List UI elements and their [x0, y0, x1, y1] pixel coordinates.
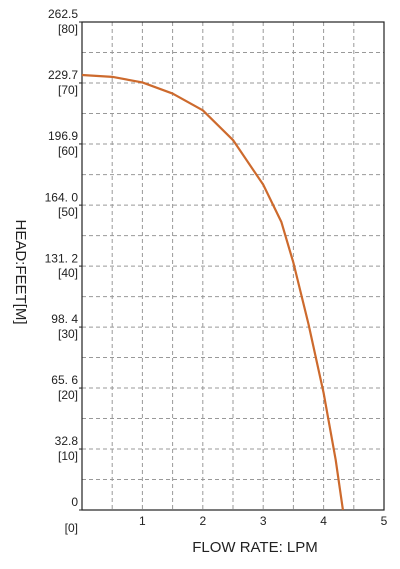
y-tick-label: 164. 0 [45, 190, 79, 204]
x-axis-label: FLOW RATE: LPM [192, 539, 318, 556]
y2-tick-label: [20] [58, 388, 78, 402]
y2-tick-label: [80] [58, 22, 78, 36]
y-axis-label: HEAD:FEET[M] [12, 219, 29, 324]
x-tick-label: 5 [381, 514, 388, 528]
y-tick-label: 131. 2 [45, 251, 79, 265]
y-tick-label: 262.5 [48, 7, 78, 21]
y-tick-label: 196.9 [48, 129, 78, 143]
y-tick-label: 98. 4 [51, 312, 78, 326]
x-tick-label: 1 [139, 514, 146, 528]
y-tick-label: 0 [71, 495, 78, 509]
y2-tick-label: [50] [58, 205, 78, 219]
y2-tick-label: [60] [58, 144, 78, 158]
y2-tick-label: [0] [65, 521, 78, 535]
x-tick-label: 4 [320, 514, 327, 528]
x-tick-label: 2 [199, 514, 206, 528]
y-tick-label: 229.7 [48, 68, 78, 82]
y2-tick-label: [40] [58, 266, 78, 280]
y2-tick-label: [70] [58, 83, 78, 97]
x-tick-label: 3 [260, 514, 267, 528]
y2-tick-label: [30] [58, 327, 78, 341]
pump-curve [81, 73, 345, 511]
y-tick-label: 65. 6 [51, 373, 78, 387]
y-tick-label: 32.8 [55, 434, 79, 448]
y2-tick-label: [10] [58, 449, 78, 463]
